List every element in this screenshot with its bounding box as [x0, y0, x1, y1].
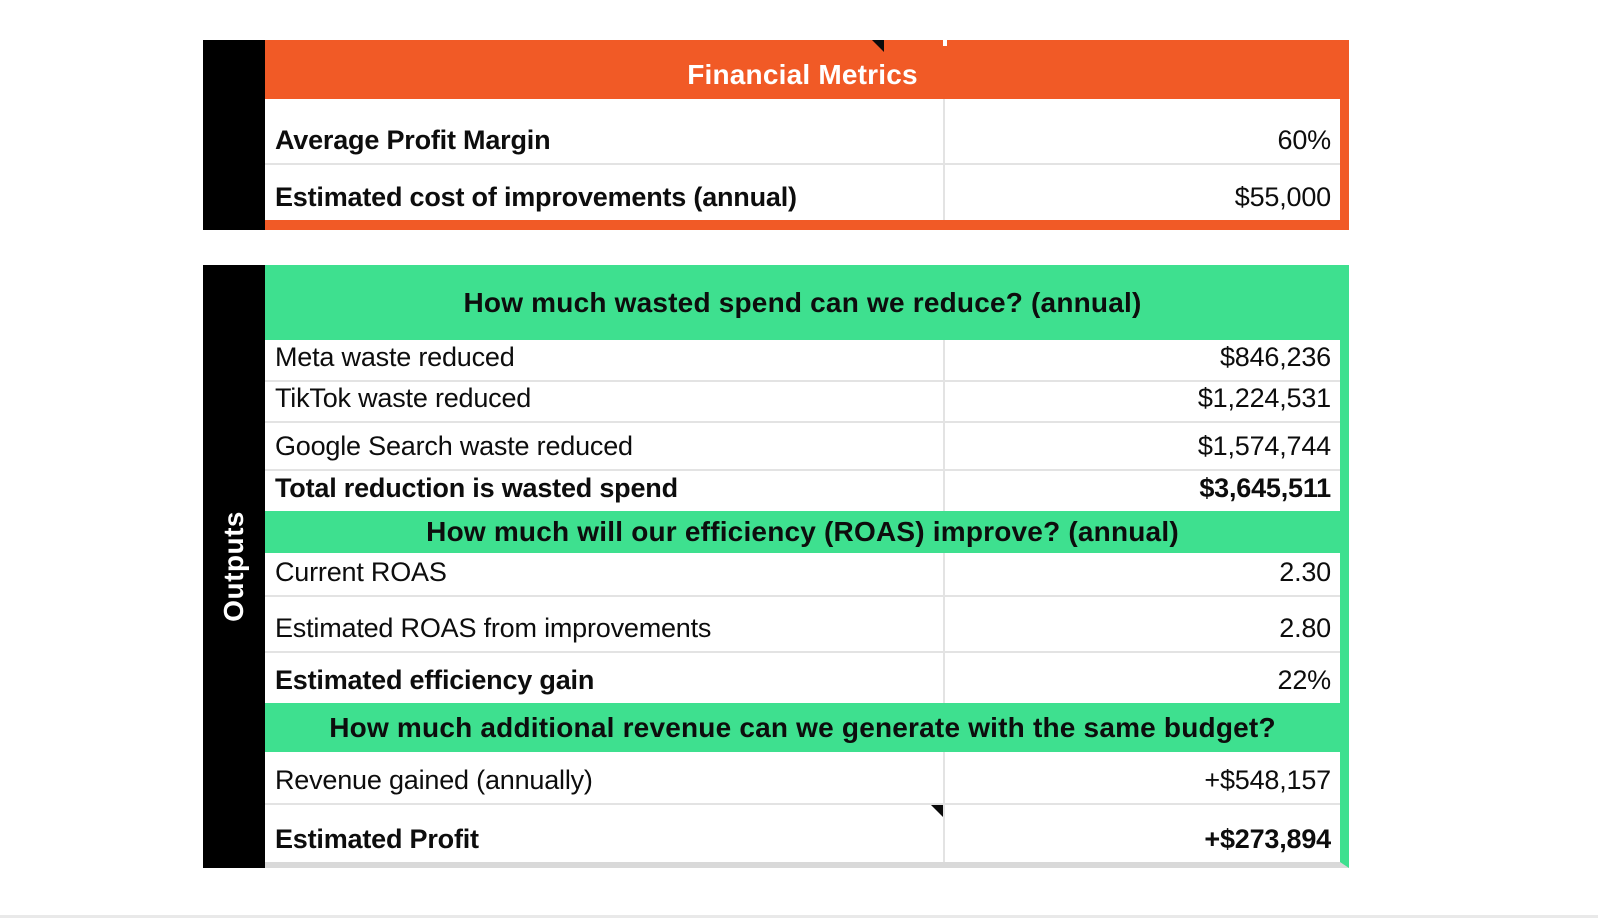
row-label-cell[interactable]: Estimated cost of improvements (annual) [265, 165, 945, 220]
note-marker-icon [931, 805, 943, 817]
row-estimated-efficiency-gain: Estimated efficiency gain 22% [265, 651, 1340, 703]
row-label-cell[interactable]: Estimated Profit [265, 805, 945, 862]
financial-metrics-grid: Financial Metrics Average Profit Margin … [265, 40, 1349, 230]
row-value-cell[interactable]: 2.80 [1279, 613, 1331, 643]
row-average-profit-margin: Average Profit Margin 60% [265, 99, 1340, 163]
row-estimated-profit: Estimated Profit +$273,894 [265, 803, 1340, 862]
section-header-additional-revenue[interactable]: How much additional revenue can we gener… [265, 703, 1340, 752]
header-cell-divider-notch [943, 40, 947, 46]
row-value-cell[interactable]: 2.30 [1279, 557, 1331, 587]
row-value-cell[interactable]: 60% [1277, 125, 1332, 155]
section-header-efficiency-roas[interactable]: How much will our efficiency (ROAS) impr… [265, 511, 1340, 553]
row-tiktok-waste-reduced: TikTok waste reduced $1,224,531 [265, 380, 1340, 421]
row-value-cell[interactable]: $846,236 [1219, 342, 1331, 372]
note-marker-icon [872, 40, 884, 52]
outputs-table: Outputs How much wasted spend can we red… [203, 265, 1349, 868]
financial-metrics-header-cell[interactable]: Financial Metrics [265, 40, 1340, 99]
row-value-cell[interactable]: +$273,894 [1204, 824, 1331, 854]
inputs-side-bar [203, 40, 265, 230]
row-value-cell[interactable]: $55,000 [1234, 182, 1331, 212]
row-label-cell[interactable]: Average Profit Margin [265, 99, 945, 163]
row-label-cell[interactable]: Meta waste reduced [265, 340, 945, 380]
page-bottom-divider [0, 915, 1598, 918]
financial-metrics-table: Financial Metrics Average Profit Margin … [203, 40, 1349, 230]
row-label-cell[interactable]: TikTok waste reduced [265, 382, 945, 421]
row-value-cell[interactable]: 22% [1277, 665, 1332, 695]
row-label-cell[interactable]: Estimated efficiency gain [265, 653, 945, 703]
row-label-cell[interactable]: Total reduction is wasted spend [265, 471, 945, 511]
outputs-side-label: Outputs [218, 511, 249, 622]
row-estimated-roas-from-improvements: Estimated ROAS from improvements 2.80 [265, 595, 1340, 651]
row-current-roas: Current ROAS 2.30 [265, 553, 1340, 595]
row-revenue-gained-annually: Revenue gained (annually) +$548,157 [265, 752, 1340, 803]
row-value-cell[interactable]: +$548,157 [1204, 765, 1331, 795]
row-estimated-cost-of-improvements: Estimated cost of improvements (annual) … [265, 40, 1340, 220]
row-value-cell[interactable]: $1,574,744 [1197, 431, 1331, 461]
row-value-cell[interactable]: $1,224,531 [1197, 383, 1331, 413]
row-value-cell[interactable]: $3,645,511 [1199, 473, 1331, 503]
outputs-grid: How much wasted spend can we reduce? (an… [265, 265, 1349, 868]
row-google-search-waste-reduced: Google Search waste reduced $1,574,744 [265, 421, 1340, 469]
row-label-cell[interactable]: Current ROAS [265, 553, 945, 595]
row-total-reduction-wasted-spend: Total reduction is wasted spend $3,645,5… [265, 469, 1340, 511]
row-label-cell[interactable]: Estimated ROAS from improvements [265, 597, 945, 651]
row-label-cell[interactable]: Google Search waste reduced [265, 423, 945, 469]
row-label-cell[interactable]: Revenue gained (annually) [265, 752, 945, 803]
section-header-wasted-spend[interactable]: How much wasted spend can we reduce? (an… [265, 265, 1340, 340]
row-meta-waste-reduced: Meta waste reduced $846,236 [265, 340, 1340, 380]
outputs-side-bar: Outputs [203, 265, 265, 868]
